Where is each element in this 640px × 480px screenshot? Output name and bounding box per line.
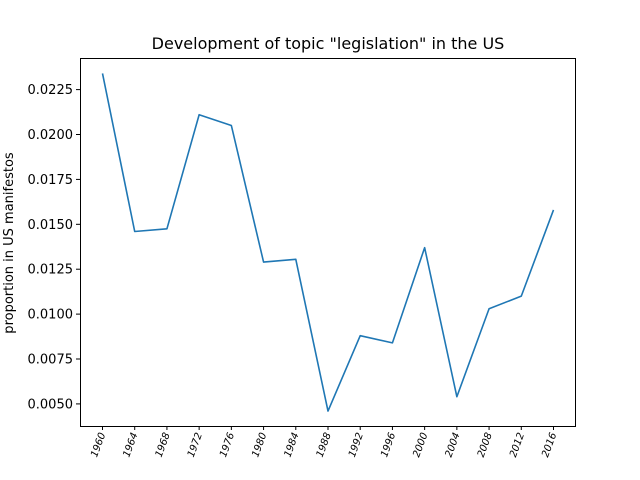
y-tick-label: 0.0100: [28, 308, 74, 323]
y-tick-label: 0.0175: [28, 173, 74, 188]
x-tick-label: 2016: [540, 431, 559, 459]
y-tick-label: 0.0200: [28, 128, 74, 143]
y-tick-label: 0.0075: [28, 353, 74, 368]
x-tick-label: 1968: [154, 431, 173, 459]
chart-title: Development of topic "legislation" in th…: [152, 34, 505, 53]
x-tick-label: 2008: [476, 431, 495, 459]
x-tick-label: 1988: [315, 431, 334, 459]
x-tick-label: 1972: [186, 431, 205, 459]
y-tick-label: 0.0150: [28, 218, 74, 233]
y-axis: 0.0050 0.0075 0.0100 0.0125 0.0150 0.0175 0.02…: [28, 83, 80, 412]
x-tick-label: 1996: [379, 431, 398, 459]
x-axis: 1960 1964 1968 1972 1976 1980 1984 1988 1992 1996…: [89, 426, 559, 459]
x-tick-label: 1964: [121, 431, 140, 459]
x-tick-label: 1984: [283, 431, 302, 459]
x-tick-label: 1960: [89, 431, 108, 459]
plot-frame: [80, 58, 576, 427]
series-line: [101, 73, 555, 412]
x-tick-label: 1992: [347, 431, 366, 459]
y-axis-label: proportion in US manifestos: [2, 152, 17, 334]
y-tick-label: 0.0125: [28, 263, 74, 278]
x-tick-label: 2004: [444, 431, 463, 459]
x-tick-label: 2000: [411, 431, 430, 459]
y-tick-label: 0.0050: [28, 397, 74, 412]
x-tick-label: 1976: [218, 431, 237, 459]
x-tick-label: 1980: [250, 431, 269, 459]
x-tick-label: 2012: [508, 431, 527, 459]
y-tick-label: 0.0225: [28, 83, 74, 98]
plot-series: [101, 73, 555, 412]
